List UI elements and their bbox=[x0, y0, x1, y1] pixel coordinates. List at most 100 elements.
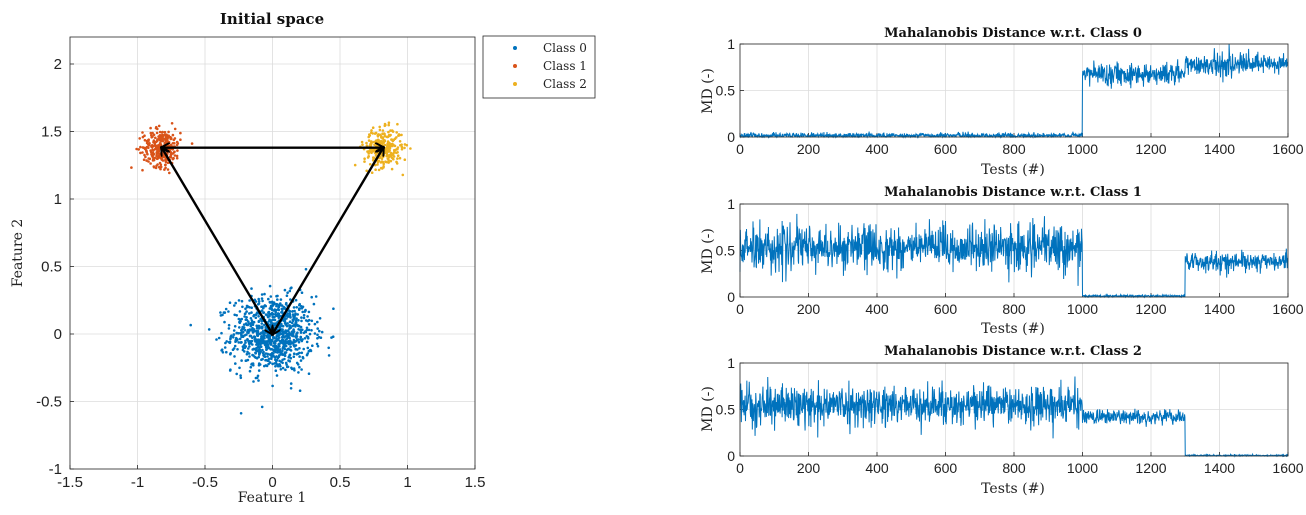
scatter-point bbox=[300, 316, 303, 319]
scatter-arrows bbox=[162, 148, 383, 334]
scatter-point bbox=[283, 288, 287, 292]
md0-xlabel: Tests (#) bbox=[981, 162, 1045, 178]
md2-x-tick-label: 1200 bbox=[1135, 460, 1166, 476]
scatter-point bbox=[289, 332, 293, 336]
scatter-point bbox=[381, 140, 385, 143]
scatter-point bbox=[300, 319, 303, 323]
md1-series-line bbox=[739, 213, 1289, 299]
scatter-point bbox=[277, 351, 281, 354]
scatter-point bbox=[255, 340, 259, 344]
scatter-point bbox=[139, 151, 142, 155]
scatter-point bbox=[308, 332, 312, 336]
scatter-point bbox=[366, 156, 370, 159]
scatter-point bbox=[239, 376, 243, 380]
scatter-point bbox=[382, 165, 385, 168]
md2-y-tick-label: 1 bbox=[727, 355, 735, 371]
legend-label-class-1: Class 1 bbox=[543, 59, 587, 73]
scatter-point bbox=[398, 134, 401, 137]
scatter-point bbox=[254, 316, 258, 320]
scatter-point bbox=[157, 165, 161, 169]
scatter-point bbox=[315, 342, 319, 346]
scatter-point bbox=[143, 153, 146, 157]
md-chart-class-2: Mahalanobis Distance w.r.t. Class 2 Test… bbox=[700, 344, 1304, 497]
scatter-point bbox=[403, 146, 406, 150]
scatter-point bbox=[239, 412, 243, 415]
scatter-point bbox=[368, 133, 371, 136]
scatter-point bbox=[271, 384, 274, 388]
scatter-point bbox=[396, 122, 399, 126]
scatter-point bbox=[279, 353, 283, 356]
scatter-point bbox=[243, 350, 246, 353]
scatter-point bbox=[251, 363, 255, 366]
scatter-point bbox=[267, 346, 271, 350]
scatter-point bbox=[220, 349, 223, 352]
scatter-point bbox=[238, 320, 241, 324]
scatter-point bbox=[277, 306, 280, 309]
scatter-point bbox=[386, 154, 390, 157]
scatter-point bbox=[158, 134, 162, 137]
scatter-point bbox=[227, 327, 231, 330]
scatter-point bbox=[287, 336, 290, 339]
scatter-point bbox=[160, 136, 164, 139]
scatter-point bbox=[221, 351, 225, 354]
scatter-point bbox=[403, 158, 407, 161]
md2-xlabel: Tests (#) bbox=[981, 481, 1045, 497]
scatter-point bbox=[257, 297, 261, 301]
scatter-point bbox=[316, 344, 320, 348]
scatter-point bbox=[227, 323, 231, 327]
scatter-point bbox=[307, 372, 311, 376]
scatter-point bbox=[250, 306, 253, 310]
md1-x-tick-label: 1600 bbox=[1272, 301, 1303, 317]
scatter-point bbox=[234, 336, 238, 340]
scatter-point bbox=[298, 365, 301, 369]
scatter-point bbox=[240, 331, 244, 334]
scatter-point bbox=[392, 157, 395, 161]
scatter-point bbox=[256, 325, 259, 329]
scatter-point bbox=[286, 322, 289, 325]
scatter-x-ticks: -1.5 -1 -0.5 0 0.5 1 1.5 bbox=[57, 465, 485, 491]
scatter-series-class-0 bbox=[189, 267, 335, 415]
scatter-chart: Initial space -1.5 -1 -0.5 0 0.5 1 1.5 -1-0.50… bbox=[10, 10, 596, 506]
scatter-point bbox=[273, 340, 277, 344]
scatter-point bbox=[155, 154, 158, 158]
scatter-point bbox=[254, 352, 257, 355]
scatter-point bbox=[207, 328, 211, 331]
scatter-point bbox=[381, 129, 385, 132]
scatter-point bbox=[263, 336, 266, 340]
scatter-point bbox=[269, 343, 273, 346]
scatter-point bbox=[248, 369, 252, 373]
scatter-point bbox=[283, 347, 287, 351]
scatter-point bbox=[299, 328, 303, 332]
scatter-point bbox=[268, 301, 272, 304]
scatter-point bbox=[301, 355, 305, 359]
scatter-point bbox=[274, 365, 277, 368]
scatter-point bbox=[297, 324, 301, 328]
scatter-point bbox=[227, 340, 231, 344]
scatter-point bbox=[260, 358, 263, 362]
scatter-point bbox=[282, 319, 286, 322]
md0-x-tick-label: 600 bbox=[934, 141, 958, 157]
scatter-point bbox=[313, 322, 317, 326]
scatter-point bbox=[361, 143, 364, 146]
scatter-point bbox=[281, 338, 285, 342]
md1-x-tick-label: 0 bbox=[736, 301, 744, 317]
legend-box bbox=[482, 35, 596, 99]
md2-y-tick-label: 0 bbox=[727, 448, 735, 464]
md2-x-tick-label: 800 bbox=[1002, 460, 1026, 476]
scatter-point bbox=[156, 147, 159, 150]
md2-x-tick-label: 400 bbox=[865, 460, 889, 476]
scatter-point bbox=[233, 355, 236, 358]
scatter-point bbox=[240, 317, 244, 321]
scatter-point bbox=[316, 327, 320, 330]
scatter-point bbox=[269, 295, 273, 298]
legend-marker-class-1 bbox=[513, 64, 517, 68]
scatter-point bbox=[316, 333, 319, 337]
scatter-point bbox=[395, 147, 399, 151]
scatter-point bbox=[318, 317, 322, 320]
scatter-point bbox=[149, 162, 152, 165]
scatter-point bbox=[303, 337, 307, 340]
scatter-point bbox=[257, 320, 261, 324]
scatter-point bbox=[245, 310, 248, 313]
scatter-point bbox=[147, 157, 150, 160]
scatter-point bbox=[292, 344, 296, 348]
